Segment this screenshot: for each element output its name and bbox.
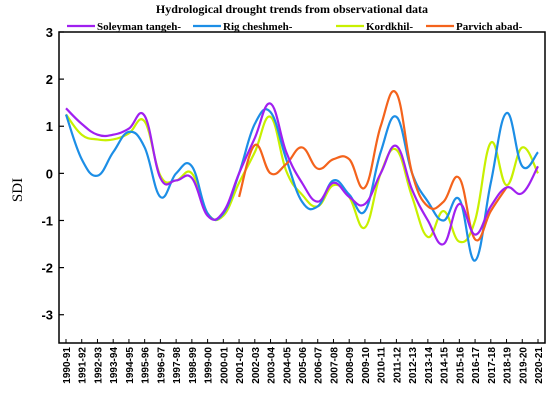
y-tick-label: 1	[46, 119, 53, 134]
x-tick-label: 2008-09	[345, 347, 356, 384]
x-tick-label: 2020-21	[534, 347, 545, 384]
x-tick-label: 1999-00	[204, 347, 215, 384]
plot-frame	[58, 31, 546, 344]
x-tick-label: 2011-12	[392, 347, 403, 384]
y-tick-label: 0	[46, 166, 53, 181]
y-tick-label: -3	[41, 308, 53, 323]
x-tick-labels: 1990-91 1991-92 1992-93 1993-94 1994-95 1995-…	[62, 347, 545, 384]
y-tick-labels: -3 -2 -1 0 1 2 3	[41, 25, 53, 323]
legend-label: Soleyman tangeh-	[97, 21, 181, 33]
x-tick-label: 2001-02	[235, 347, 246, 384]
x-tick-label: 1996-97	[156, 347, 167, 384]
x-tick-label: 2018-19	[503, 347, 514, 384]
legend: Soleyman tangeh- Rig cheshmeh- Kordkhil- Pa…	[67, 21, 523, 33]
legend-item-rig-cheshmeh: Rig cheshmeh-	[193, 21, 293, 33]
x-tick-label: 2016-17	[471, 347, 482, 384]
x-tick-label: 2019-20	[518, 347, 529, 384]
x-tick-label: 1993-94	[109, 347, 120, 384]
series-line-soleyman-tangeh	[65, 102, 539, 246]
x-tick-label: 2002-03	[251, 347, 262, 384]
series-line-rig-cheshmeh	[64, 108, 539, 262]
x-tick-label: 1995-96	[141, 347, 152, 384]
x-tick-label: 1992-93	[93, 347, 104, 384]
x-tick-label: 2017-18	[487, 347, 498, 384]
x-tick-label: 2004-05	[282, 347, 293, 384]
legend-item-soleyman-tangeh: Soleyman tangeh-	[67, 21, 181, 33]
legend-label: Parvich abad-	[456, 21, 523, 33]
x-tick-label: 2005-06	[298, 347, 309, 384]
x-tick-label: 2014-15	[440, 347, 451, 384]
x-tick-label: 1998-99	[188, 347, 199, 384]
x-tick-label: 1997-98	[172, 347, 183, 384]
x-tick-label: 1994-95	[125, 347, 136, 384]
x-tick-label: 2000-01	[219, 347, 230, 384]
x-tick-label: 2010-11	[377, 347, 388, 384]
x-tick-label: 2015-16	[455, 347, 466, 384]
chart-title: Hydrological drought trends from observa…	[156, 2, 428, 16]
series-line-parvich-abad	[238, 90, 508, 242]
legend-item-parvich-abad: Parvich abad-	[426, 21, 523, 33]
legend-label: Rig cheshmeh-	[223, 21, 293, 33]
x-tick-label: 1990-91	[62, 347, 73, 384]
x-tick-label: 2007-08	[329, 347, 340, 384]
y-tick-label: -1	[41, 213, 53, 228]
x-tick-label: 1991-92	[78, 347, 89, 384]
x-tick-label: 2013-14	[424, 347, 435, 384]
y-tick-label: 2	[46, 72, 53, 87]
series-line-kordkhil	[65, 113, 539, 244]
x-tick-label: 2006-07	[314, 347, 325, 384]
x-tick-label: 2003-04	[267, 347, 278, 384]
y-tick-label: 3	[46, 25, 53, 40]
x-tick-label: 2012-13	[408, 347, 419, 384]
y-axis-label: SDI	[10, 178, 26, 202]
series-lines	[64, 90, 539, 262]
axes	[58, 31, 546, 344]
legend-label: Kordkhil-	[366, 21, 413, 33]
y-tick-label: -2	[41, 261, 53, 276]
x-tick-label: 2009-10	[361, 347, 372, 384]
legend-item-kordkhil: Kordkhil-	[336, 21, 413, 33]
